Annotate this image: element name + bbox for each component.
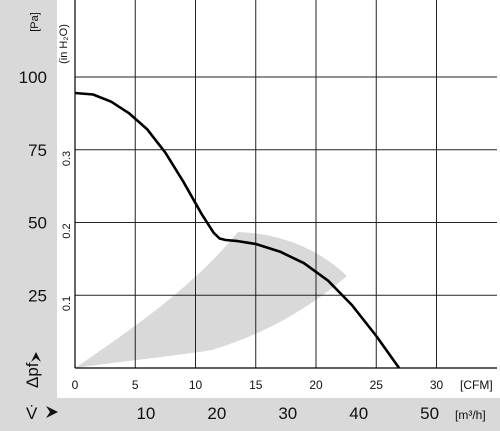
- secondary-x-axis-band: [0, 398, 500, 431]
- secondary-x-tick-label: 10: [136, 404, 155, 423]
- y-unit-label: [Pa]: [29, 12, 41, 32]
- x-tick-label: 0: [72, 378, 79, 392]
- y-arrow-icon: [31, 352, 41, 362]
- x-tick-label: 10: [189, 378, 203, 392]
- secondary-x-tick-label: 40: [349, 404, 368, 423]
- pressure-curve: [74, 91, 401, 369]
- y2-tick-label: 0.1: [61, 296, 73, 311]
- x-tick-label: 5: [132, 378, 139, 392]
- operating-region: [75, 232, 347, 368]
- y-tick-label: 50: [28, 214, 47, 233]
- y-tick-label: 100: [19, 68, 47, 87]
- y-symbol-label: Δpf: [23, 362, 42, 388]
- y2-tick-label: 0.3: [61, 151, 73, 166]
- x-tick-label: 25: [370, 378, 384, 392]
- y-tick-label: 75: [28, 141, 47, 160]
- primary-x-unit-label: [CFM]: [460, 378, 493, 392]
- x-tick-label: 20: [309, 378, 323, 392]
- secondary-x-arrow-icon: [46, 406, 58, 418]
- y2-tick-label: 0.2: [61, 223, 73, 238]
- secondary-x-tick-label: 20: [207, 404, 226, 423]
- y2-unit-label: (in H₂O): [58, 24, 70, 64]
- grid-lines: [75, 0, 497, 368]
- x-tick-label: 15: [249, 378, 263, 392]
- secondary-x-tick-label: 50: [420, 404, 439, 423]
- secondary-x-unit-label: [m³/h]: [455, 408, 486, 422]
- secondary-x-symbol: V̇: [26, 404, 38, 423]
- y-tick-label: 25: [28, 286, 47, 305]
- x-tick-label: 30: [430, 378, 444, 392]
- y-axis-band: [0, 0, 57, 431]
- secondary-x-tick-label: 30: [278, 404, 297, 423]
